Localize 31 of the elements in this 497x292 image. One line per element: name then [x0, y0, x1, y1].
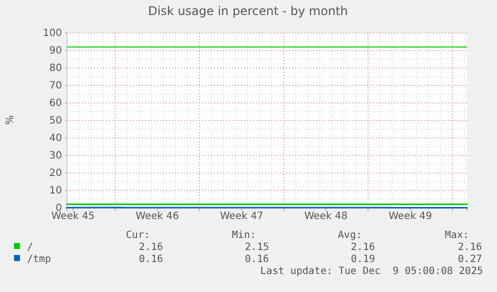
- legend-label: /: [27, 242, 34, 253]
- y-axis-title: %: [5, 115, 16, 125]
- y-tick-label: 70: [49, 80, 62, 92]
- text: 2.16: [458, 242, 482, 253]
- y-tick-label: 50: [49, 116, 62, 127]
- text: 0.16: [244, 254, 269, 265]
- text: 2.15: [244, 242, 269, 253]
- y-tick-label: 40: [49, 133, 62, 144]
- text: 2.16: [350, 242, 375, 253]
- text: 0.19: [350, 254, 375, 265]
- y-tick-label: 60: [49, 98, 62, 110]
- x-tick-label: Week 47: [220, 211, 264, 222]
- y-tick-label: 30: [49, 150, 62, 162]
- y-tick-label: 80: [49, 63, 62, 74]
- y-tick-label: 10: [49, 186, 62, 197]
- legend-label: /tmp: [27, 254, 52, 265]
- text: 0.16: [138, 254, 163, 265]
- text: 0.27: [458, 254, 482, 265]
- text: Last update: Tue Dec 9 05:00:08 2025: [260, 266, 483, 277]
- text: Min:: [232, 230, 256, 241]
- y-tick-label: 90: [49, 46, 62, 57]
- text: Avg:: [338, 230, 362, 241]
- y-tick-label: 100: [42, 28, 62, 40]
- x-tick-label: Week 49: [388, 211, 432, 222]
- x-tick-label: Week 46: [136, 211, 179, 222]
- x-tick-label: Week 48: [304, 211, 348, 222]
- y-tick-label: 20: [49, 168, 62, 180]
- text: 2.16: [138, 242, 163, 253]
- text: Cur:: [126, 230, 150, 241]
- text: Max:: [444, 230, 469, 241]
- chart-title: Disk usage in percent - by month: [148, 4, 348, 18]
